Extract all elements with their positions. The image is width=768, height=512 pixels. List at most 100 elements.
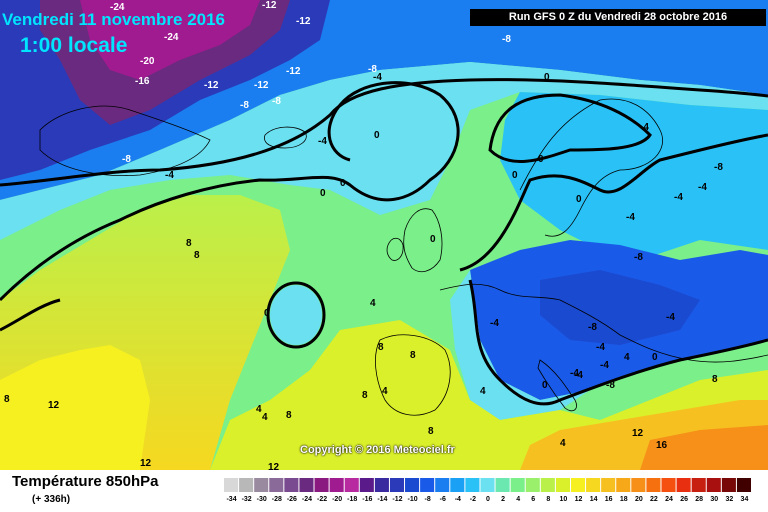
- color-scale-cell: [465, 478, 480, 492]
- contour-label: -12: [262, 0, 277, 11]
- scale-tick-label: 8: [546, 496, 551, 503]
- color-scale-cell: [721, 478, 736, 492]
- contour-label: -12: [254, 80, 269, 91]
- contour-label: 0: [320, 188, 326, 199]
- contour-label: -8: [502, 34, 511, 45]
- contour-label: -4: [674, 192, 683, 203]
- coastline-greenland: [39, 105, 211, 176]
- color-scale-cell: [420, 478, 435, 492]
- contour-label: -8: [240, 100, 249, 111]
- scale-tick-label: 12: [574, 496, 583, 503]
- color-scale-cell: [525, 478, 540, 492]
- color-scale-cell: [405, 478, 420, 492]
- color-scale: [224, 478, 751, 492]
- forecast-local-time: 1:00 locale: [20, 34, 128, 57]
- contour-label: -4: [640, 122, 649, 133]
- coastline-continental-europe: [439, 283, 768, 363]
- contour-label: -12: [296, 16, 311, 27]
- coastline-british-isles: [403, 208, 443, 273]
- scale-tick-label: -2: [469, 496, 477, 503]
- contour-label: 8: [378, 342, 384, 353]
- coastline-iberia: [375, 334, 451, 416]
- scale-tick-label: -30: [256, 496, 267, 503]
- contour-label: 0: [340, 178, 346, 189]
- zero-isotherm-west: [0, 298, 61, 332]
- contour-label: 4: [480, 386, 486, 397]
- contour-label: -4: [318, 136, 327, 147]
- hot-zone-africa: [640, 425, 768, 470]
- contour-label: 0: [512, 170, 518, 181]
- map-canvas: [0, 0, 768, 470]
- zero-isotherm-europe: [459, 133, 768, 272]
- color-scale-cell: [284, 478, 299, 492]
- contour-label: 0: [430, 234, 436, 245]
- color-scale-cell: [631, 478, 646, 492]
- scale-tick-label: 10: [559, 496, 568, 503]
- forecast-date: Vendredi 11 novembre 2016: [2, 10, 226, 29]
- contour-label: -20: [140, 56, 155, 67]
- color-scale-cell: [450, 478, 465, 492]
- color-scale-cell: [661, 478, 676, 492]
- cyan-zone-west-europe: [450, 270, 590, 420]
- contour-label: 8: [410, 350, 416, 361]
- color-scale-cell: [314, 478, 329, 492]
- scale-tick-label: -26: [286, 496, 297, 503]
- contour-label: 8: [186, 238, 192, 249]
- contour-label: 12: [268, 462, 280, 470]
- scale-tick-label: -34: [226, 496, 237, 503]
- contour-label: -4: [600, 360, 609, 371]
- scale-tick-label: -28: [271, 496, 282, 503]
- scale-tick-label: 16: [604, 496, 613, 503]
- color-scale-cell: [736, 478, 751, 492]
- color-scale-cell: [344, 478, 359, 492]
- color-scale-cell: [359, 478, 374, 492]
- variable-name: Température 850hPa: [12, 473, 159, 490]
- contour-label: -4: [165, 170, 174, 181]
- zero-isotherm-north: [0, 78, 768, 187]
- scale-tick-label: 6: [531, 496, 536, 503]
- contour-label: -24: [110, 2, 125, 13]
- color-scale-cell: [601, 478, 616, 492]
- contour-label: 12: [48, 400, 60, 411]
- color-scale-cell: [586, 478, 601, 492]
- model-run-info: Run GFS 0 Z du Vendredi 28 octobre 2016: [470, 9, 766, 26]
- contour-label: -8: [588, 322, 597, 333]
- coastline-scandinavia: [519, 98, 663, 237]
- color-scale-cell: [389, 478, 405, 492]
- contour-label: -8: [272, 96, 281, 107]
- scale-tick-label: 22: [650, 496, 658, 503]
- scale-tick-label: -20: [332, 496, 343, 503]
- color-scale-cell: [676, 478, 691, 492]
- color-scale-cell: [224, 478, 239, 492]
- color-scale-labels: -34 -32 -30 -28 -26 -24 -22 -20 -18 -16 -14 -12 -10-…: [224, 496, 752, 508]
- contour-label: -4: [490, 318, 499, 329]
- color-scale-cell: [570, 478, 586, 492]
- scale-tick-label: 26: [680, 496, 688, 503]
- contour-label: 8: [194, 250, 200, 261]
- contour-label: 0: [542, 380, 548, 391]
- contour-label: -12: [204, 80, 219, 91]
- contour-label: -4: [698, 182, 707, 193]
- scale-tick-label: -24: [301, 496, 313, 503]
- scale-tick-label: -10: [407, 496, 418, 503]
- scale-tick-label: 14: [589, 496, 598, 503]
- contour-label: 8: [362, 390, 368, 401]
- copyright-notice: Copyright © 2016 Meteociel.fr: [300, 444, 455, 456]
- contour-label: -8: [122, 154, 131, 165]
- contour-label: -8: [634, 252, 643, 263]
- color-scale-cell: [329, 478, 344, 492]
- contour-label: -8: [368, 64, 377, 75]
- color-scale-cell: [706, 478, 721, 492]
- color-scale-cell: [374, 478, 389, 492]
- scale-tick-label: -4: [454, 496, 461, 503]
- color-scale-cell: [540, 478, 555, 492]
- color-scale-cell: [435, 478, 450, 492]
- scale-tick-label: -14: [377, 496, 388, 503]
- zero-isotherm-scandinavia: [488, 93, 652, 164]
- contour-label: -12: [286, 66, 301, 77]
- contour-label: 0: [576, 194, 582, 205]
- color-scale-cell: [239, 478, 254, 492]
- color-scale-cell: [480, 478, 495, 492]
- scale-tick-label: -18: [347, 496, 358, 503]
- cold-pool-core: [540, 270, 700, 345]
